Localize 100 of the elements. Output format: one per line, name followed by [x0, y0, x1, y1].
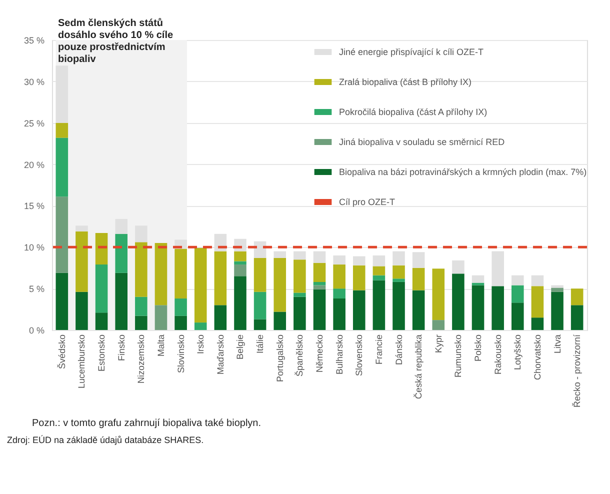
bar: [76, 231, 88, 292]
legend-label: Zralá biopaliva (část B přílohy IX): [339, 77, 472, 87]
bar: [352, 256, 366, 266]
bar: [492, 251, 504, 286]
bar: [234, 264, 246, 276]
x-tick-label: Portugalsko: [274, 334, 285, 382]
bar: [531, 286, 544, 318]
x-tick-label: Lotyšsko: [512, 334, 523, 370]
bar: [432, 320, 445, 330]
x-tick-label: Chorvatsko: [532, 334, 542, 380]
bar: [135, 226, 148, 242]
bar: [234, 251, 246, 262]
bar: [412, 268, 425, 290]
bar: [333, 264, 346, 289]
bar: [570, 288, 584, 306]
legend-label: Cíl pro OZE-T: [339, 197, 396, 207]
bar: [274, 258, 286, 312]
x-tick-label: Lucembursko: [76, 334, 87, 389]
bar: [174, 248, 187, 299]
band-label: Sedm členských států dosáhlo svého 10 % cíle pouze prostřednictvím biopaliv: [58, 17, 174, 65]
bar: [254, 241, 266, 258]
bar: [194, 248, 207, 323]
bar: [174, 298, 187, 316]
y-tick-label: 25 %: [24, 118, 44, 128]
x-tick-label: Německo: [314, 334, 324, 373]
x-tick-label: Belgie: [235, 334, 246, 360]
bar: [472, 285, 484, 330]
bar: [313, 289, 326, 330]
bar: [254, 319, 266, 330]
bar: [531, 275, 544, 286]
y-tick-label: 20 %: [24, 160, 44, 170]
bar: [234, 261, 246, 265]
bar: [472, 282, 484, 286]
x-tick-label: Rakousko: [492, 334, 503, 375]
x-tick-label: Irsko: [196, 334, 206, 354]
bar: [294, 292, 306, 297]
bar: [333, 255, 346, 265]
text: Zdroj: EÚD na základě údajů databáze SHARES.: [7, 435, 204, 445]
bar: [254, 292, 266, 320]
legend-label: Biopaliva na bázi potravinářských a krmných plodin (max. 7%): [339, 167, 587, 177]
bar: [234, 276, 246, 330]
bar: [372, 266, 386, 276]
bar: [95, 264, 108, 313]
bar: [372, 275, 386, 280]
bar: [372, 280, 386, 330]
bar: [452, 260, 464, 274]
bar: [333, 288, 346, 299]
bar: [76, 292, 88, 330]
bar: [214, 251, 227, 306]
bar: [274, 312, 286, 330]
x-tick-label: Rumunsko: [453, 334, 464, 378]
y-tick-label: 35 %: [24, 36, 44, 46]
bar: [313, 282, 326, 286]
bar: [333, 298, 346, 330]
text: Pozn.: v tomto grafu zahrnují biopaliva také bioplyn.: [32, 418, 262, 429]
bar: [174, 316, 187, 330]
x-tick-label: Švédsko: [56, 334, 67, 370]
bar: [472, 275, 484, 283]
y-tick-label: 0 %: [28, 326, 44, 336]
bar: [135, 296, 148, 316]
bar: [392, 278, 405, 282]
bar: [492, 286, 504, 330]
bar: [56, 122, 68, 138]
bar: [294, 251, 306, 260]
x-tick-label: Estonsko: [96, 334, 107, 372]
x-tick-label: Maďarsko: [215, 334, 226, 375]
bar: [95, 312, 108, 330]
x-tick-label: Litva: [552, 334, 562, 354]
bar: [194, 322, 207, 330]
x-tick-label: Francie: [374, 334, 384, 365]
bar: [531, 318, 544, 330]
bar: [551, 288, 564, 292]
x-tick-label: Slovensko: [354, 334, 364, 376]
x-tick-label: Španělsko: [294, 334, 305, 377]
x-tick-label: Slovinsko: [176, 334, 186, 374]
bar: [76, 226, 88, 232]
bar: [512, 275, 524, 286]
x-tick-label: Itálie: [255, 334, 266, 354]
legend-label: Jiná biopaliva v souladu se směrnicí RED: [339, 137, 506, 147]
bar: [352, 265, 366, 290]
bar: [294, 296, 306, 330]
y-tick-label: 10 %: [24, 242, 44, 253]
bar: [432, 268, 445, 320]
bar: [313, 262, 326, 282]
bar: [214, 305, 227, 330]
bar: [352, 290, 366, 330]
bar: [512, 302, 524, 330]
bar: [294, 260, 306, 293]
x-tick-label: Bulharsko: [334, 334, 344, 375]
bar: [412, 252, 425, 268]
y-tick-label: 15 %: [24, 201, 44, 212]
bar: [313, 285, 326, 290]
x-tick-label: Česká republika: [414, 334, 424, 400]
bar: [551, 292, 564, 330]
bar: [392, 282, 405, 330]
x-tick-label: Řecko - provizorní: [572, 334, 582, 408]
bar: [115, 234, 128, 273]
bar: [56, 138, 68, 197]
y-tick-label: 5 %: [28, 284, 44, 294]
y-tick-label: 30 %: [24, 76, 44, 87]
